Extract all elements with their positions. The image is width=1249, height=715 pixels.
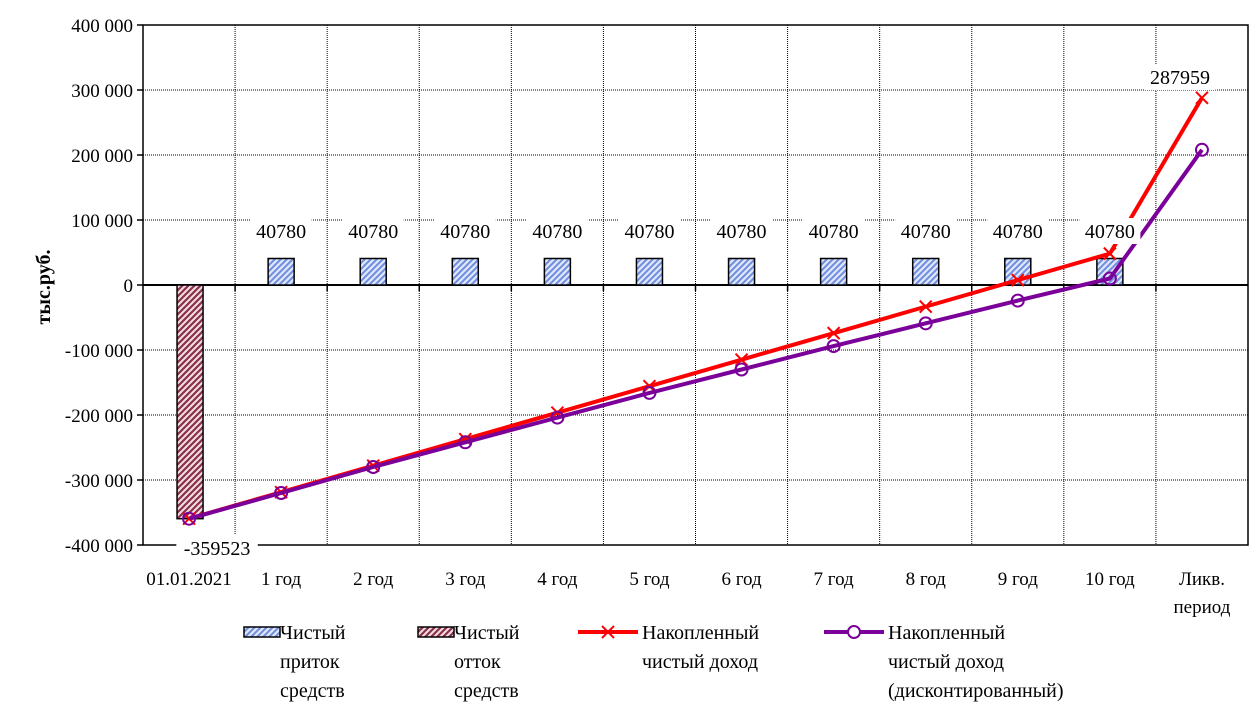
y-tick-label: -300 000 xyxy=(65,471,133,492)
y-tick-label: 400 000 xyxy=(71,16,133,37)
cumulative-point xyxy=(734,352,749,367)
x-tick-label: 9 год xyxy=(998,569,1039,590)
discounted-point xyxy=(550,410,565,425)
bars xyxy=(176,257,1124,520)
x-tick-label: 1 год xyxy=(261,569,302,590)
inflow-bar xyxy=(727,257,756,286)
discounted-point xyxy=(182,511,197,526)
inflow-bar xyxy=(819,257,848,286)
cumulative-point xyxy=(1103,246,1117,261)
x-tick-label: 7 год xyxy=(814,569,855,590)
x-tick-label: 3 год xyxy=(445,569,486,590)
discounted-point xyxy=(366,460,381,474)
inflow-data-label: 40780 xyxy=(624,221,674,243)
x-tick-label: 01.01.2021 xyxy=(146,569,232,590)
discounted-point xyxy=(458,435,473,450)
y-tick-label: -100 000 xyxy=(65,341,133,362)
series-lines xyxy=(182,91,1209,526)
legend-swatch xyxy=(417,626,455,638)
outflow-bar xyxy=(176,284,204,520)
inflow-data-label-box xyxy=(526,218,588,244)
x-tick-label: 10 год xyxy=(1085,569,1135,590)
inflow-data-label: 40780 xyxy=(348,221,398,243)
cumulative-point xyxy=(1011,273,1025,287)
x-tick-label: 4 год xyxy=(537,569,578,590)
discounted-point xyxy=(734,362,749,377)
x-tick-label: 5 год xyxy=(629,569,670,590)
legend-label: Чистый приток средств xyxy=(280,622,346,702)
cumulative-point xyxy=(826,326,841,340)
inflow-data-label-box xyxy=(434,218,496,244)
discounted-line xyxy=(188,148,1204,521)
inflow-data-label: 40780 xyxy=(717,221,767,243)
inflow-data-label: 40780 xyxy=(809,221,859,243)
inflow-data-label: 40780 xyxy=(1085,221,1135,243)
cumulative-data-label-box xyxy=(1144,64,1216,90)
inflow-data-label: 40780 xyxy=(901,221,951,243)
inflow-bar xyxy=(451,257,480,286)
inflow-data-label-box xyxy=(711,218,773,244)
inflow-data-label-box xyxy=(618,218,680,244)
inflow-data-label-box xyxy=(803,218,865,244)
x-tick-label: 8 год xyxy=(906,569,947,590)
discounted-point xyxy=(1010,293,1025,308)
cumulative-data-label: 287959 xyxy=(1150,67,1210,89)
discounted-point xyxy=(1194,142,1209,157)
x-tick-label: 2 год xyxy=(353,569,394,590)
outflow-data-label-box xyxy=(176,535,258,561)
legend-label: Накопленный чистый доход (дисконтированный… xyxy=(888,622,1064,702)
inflow-bar xyxy=(359,257,387,286)
discounted-point xyxy=(826,339,841,354)
axes xyxy=(137,24,1249,546)
cumulative-point xyxy=(1195,91,1209,105)
x-tick-label: Ликв. период xyxy=(1174,569,1231,618)
y-tick-label: -200 000 xyxy=(65,406,133,427)
inflow-bar xyxy=(543,257,572,286)
discounted-point xyxy=(642,385,657,400)
outflow-data-label: -359523 xyxy=(184,538,251,560)
legend-marker xyxy=(601,625,615,639)
legend-marker xyxy=(847,625,861,639)
legend-swatch xyxy=(243,626,281,638)
x-tick-label: 6 год xyxy=(721,569,762,590)
cumulative-point xyxy=(919,299,933,314)
inflow-data-label-box xyxy=(895,218,957,244)
inflow-data-label-box xyxy=(1079,218,1141,244)
inflow-bar xyxy=(267,257,295,286)
legend-label: Чистый отток средств xyxy=(454,622,520,702)
y-tick-label: 200 000 xyxy=(71,146,133,167)
inflow-data-label: 40780 xyxy=(532,221,582,243)
y-tick-label: 100 000 xyxy=(71,211,133,232)
discounted-point xyxy=(1102,271,1117,286)
legend-label: Накопленный чистый доход xyxy=(642,622,759,673)
tick-labels: 400 000 300 000 200 000 100 000 0 -100 000 -20… xyxy=(65,16,1231,618)
inflow-data-label-box xyxy=(342,218,404,244)
inflow-data-label: 40780 xyxy=(993,221,1043,243)
inflow-bar xyxy=(635,257,664,286)
y-tick-label: 0 xyxy=(124,276,134,297)
inflow-data-label: 40780 xyxy=(256,221,306,243)
y-tick-label: 300 000 xyxy=(71,81,133,102)
data-labels: 40780 40780 40780 40780 40780 40780 40780 40780… xyxy=(176,64,1216,561)
discounted-point xyxy=(274,486,289,500)
inflow-data-label: 40780 xyxy=(440,221,490,243)
inflow-data-label-box xyxy=(987,218,1049,244)
discounted-point xyxy=(918,316,933,331)
y-axis-label: тыс.руб. xyxy=(33,250,55,325)
y-tick-label: -400 000 xyxy=(65,536,133,557)
inflow-data-label-box xyxy=(250,218,312,244)
inflow-bar xyxy=(911,257,940,286)
legend: Чистый приток средств Чистый отток средств Нак… xyxy=(243,622,1064,702)
